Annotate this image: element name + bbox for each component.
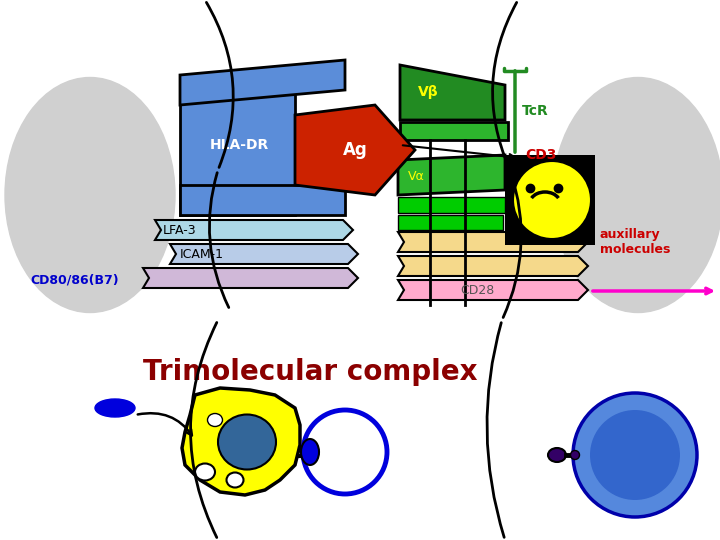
Ellipse shape	[227, 472, 243, 488]
Circle shape	[590, 410, 680, 500]
Bar	[505, 155, 595, 245]
Text: CD3: CD3	[525, 148, 557, 162]
Text: auxillary
molecules: auxillary molecules	[600, 228, 670, 256]
Text: CD28: CD28	[460, 285, 494, 298]
Polygon shape	[143, 268, 358, 288]
Polygon shape	[182, 388, 300, 495]
Polygon shape	[180, 75, 295, 215]
Polygon shape	[398, 215, 503, 230]
Polygon shape	[398, 280, 588, 300]
Ellipse shape	[513, 161, 591, 239]
Polygon shape	[398, 197, 505, 213]
Ellipse shape	[95, 399, 135, 417]
Polygon shape	[398, 232, 588, 252]
Ellipse shape	[218, 415, 276, 469]
Ellipse shape	[195, 463, 215, 481]
Polygon shape	[170, 244, 358, 264]
Text: Trimolecular complex: Trimolecular complex	[143, 358, 477, 386]
Polygon shape	[180, 60, 345, 105]
Text: Ag: Ag	[343, 141, 367, 159]
Text: LFA-3: LFA-3	[163, 225, 197, 238]
Polygon shape	[400, 122, 508, 140]
Polygon shape	[155, 220, 353, 240]
Text: ICAM-1: ICAM-1	[180, 248, 224, 261]
Text: TcR: TcR	[522, 104, 549, 118]
Ellipse shape	[301, 439, 319, 465]
Text: CD80/86(B7): CD80/86(B7)	[30, 273, 119, 287]
Text: Vα: Vα	[408, 171, 425, 184]
Ellipse shape	[207, 414, 222, 427]
Ellipse shape	[553, 78, 720, 313]
Polygon shape	[295, 105, 415, 195]
Polygon shape	[180, 185, 345, 215]
Polygon shape	[398, 155, 505, 195]
Polygon shape	[398, 256, 588, 276]
Text: Vβ: Vβ	[418, 85, 438, 99]
Circle shape	[573, 393, 697, 517]
Ellipse shape	[570, 450, 580, 460]
Ellipse shape	[548, 448, 566, 462]
Circle shape	[303, 410, 387, 494]
Text: HLA-DR: HLA-DR	[210, 138, 269, 152]
Polygon shape	[400, 65, 505, 120]
Ellipse shape	[5, 78, 175, 313]
